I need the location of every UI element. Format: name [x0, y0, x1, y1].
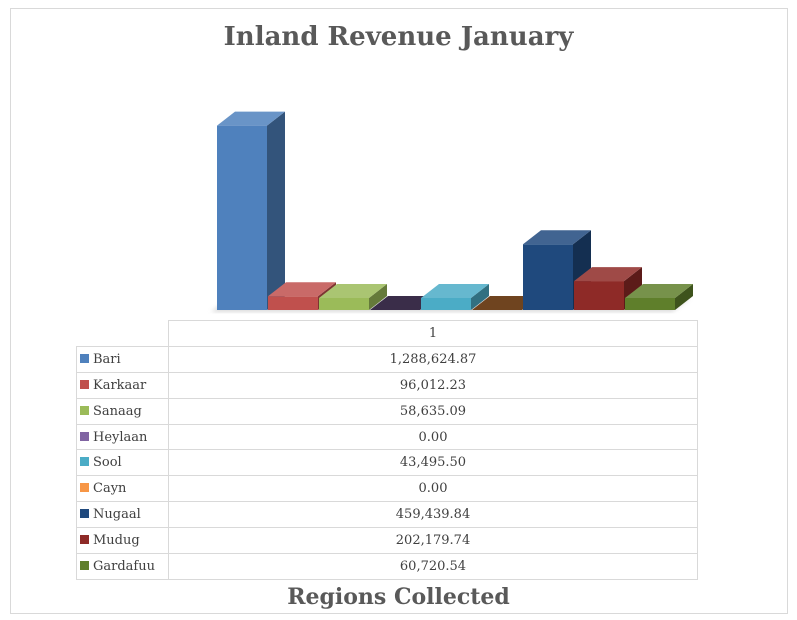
category-label: 1	[168, 320, 698, 347]
legend-swatch	[80, 483, 89, 493]
bar-mudug-top	[574, 267, 642, 282]
bar-nugaal-top	[523, 230, 591, 245]
legend-swatch	[80, 405, 89, 415]
legend-label: Bari	[93, 351, 121, 367]
data-value: 58,635.09	[168, 397, 698, 425]
legend-swatch	[80, 560, 89, 570]
table-row: Sool 43,495.50	[76, 449, 698, 477]
legend-entry: Nugaal	[76, 501, 169, 529]
legend-label: Sool	[93, 455, 122, 471]
bar-sool-top	[421, 284, 489, 298]
data-value: 202,179.74	[168, 527, 698, 555]
legend-label: Gardafuu	[93, 558, 155, 574]
bar-gardafuu	[625, 284, 693, 310]
legend-label: Sanaag	[93, 403, 142, 419]
bar-nugaal-front	[523, 244, 573, 310]
bar-bari-top	[217, 111, 285, 126]
legend-swatch	[80, 431, 89, 441]
bar-sanaag-top	[319, 284, 387, 298]
legend-label: Mudug	[93, 533, 140, 549]
data-value: 0.00	[168, 475, 698, 503]
bar-mudug-front	[574, 281, 624, 310]
bar-bari-front	[217, 125, 267, 310]
table-row: Cayn 0.00	[76, 475, 698, 503]
legend-label: Heylaan	[93, 429, 148, 445]
plot-area	[211, 111, 693, 312]
table-row: Nugaal 459,439.84	[76, 501, 698, 529]
bar-sool-side	[471, 284, 489, 310]
legend-entry: Cayn	[76, 475, 169, 503]
bar-gardafuu-side	[675, 284, 693, 310]
bar-karkaar-top	[268, 282, 336, 297]
table-row: Sanaag 58,635.09	[76, 397, 698, 425]
legend-swatch	[80, 457, 89, 467]
table-row: Bari 1,288,624.87	[76, 345, 698, 373]
legend-entry: Bari	[76, 345, 169, 373]
legend-label: Karkaar	[93, 377, 147, 393]
legend-entry: Mudug	[76, 527, 169, 555]
table-row: Gardafuu 60,720.54	[76, 553, 698, 580]
data-value: 459,439.84	[168, 501, 698, 529]
legend-swatch	[80, 509, 89, 519]
bar-bari	[217, 111, 285, 310]
bar-sanaag-front	[319, 298, 369, 310]
legend-swatch	[80, 379, 89, 389]
table-row: Karkaar 96,012.23	[76, 371, 698, 399]
x-axis-title: Regions Collected	[287, 584, 510, 610]
table-corner-cell	[76, 320, 169, 347]
bar-gardafuu-front	[625, 298, 675, 310]
legend-entry: Sanaag	[76, 397, 169, 425]
bar-sool-front	[421, 298, 471, 310]
legend-entry: Karkaar	[76, 371, 169, 399]
data-value: 1,288,624.87	[168, 345, 698, 373]
legend-entry: Gardafuu	[76, 553, 169, 580]
legend-label: Cayn	[93, 481, 127, 497]
table-row: Mudug 202,179.74	[76, 527, 698, 555]
legend-entry: Heylaan	[76, 423, 169, 451]
data-value: 96,012.23	[168, 371, 698, 399]
table-row: Heylaan 0.00	[76, 423, 698, 451]
bar-bari-side	[267, 111, 285, 310]
bar-karkaar-front	[268, 296, 318, 310]
legend-label: Nugaal	[93, 507, 141, 523]
bar-gardafuu-top	[625, 284, 693, 298]
bar-sanaag-side	[369, 284, 387, 310]
legend-swatch	[80, 353, 89, 363]
bar-sool	[421, 284, 489, 310]
chart-title: Inland Revenue January	[223, 22, 574, 52]
bar-sanaag	[319, 284, 387, 310]
data-value: 43,495.50	[168, 449, 698, 477]
data-value: 0.00	[168, 423, 698, 451]
table-header-row: 1	[76, 320, 698, 347]
legend-swatch	[80, 535, 89, 545]
data-table: 1 Bari 1,288,624.87 Karkaar 96,012.23 Sanaag…	[76, 320, 698, 580]
bar-nugaal	[523, 230, 591, 310]
legend-entry: Sool	[76, 449, 169, 477]
data-value: 60,720.54	[168, 553, 698, 580]
